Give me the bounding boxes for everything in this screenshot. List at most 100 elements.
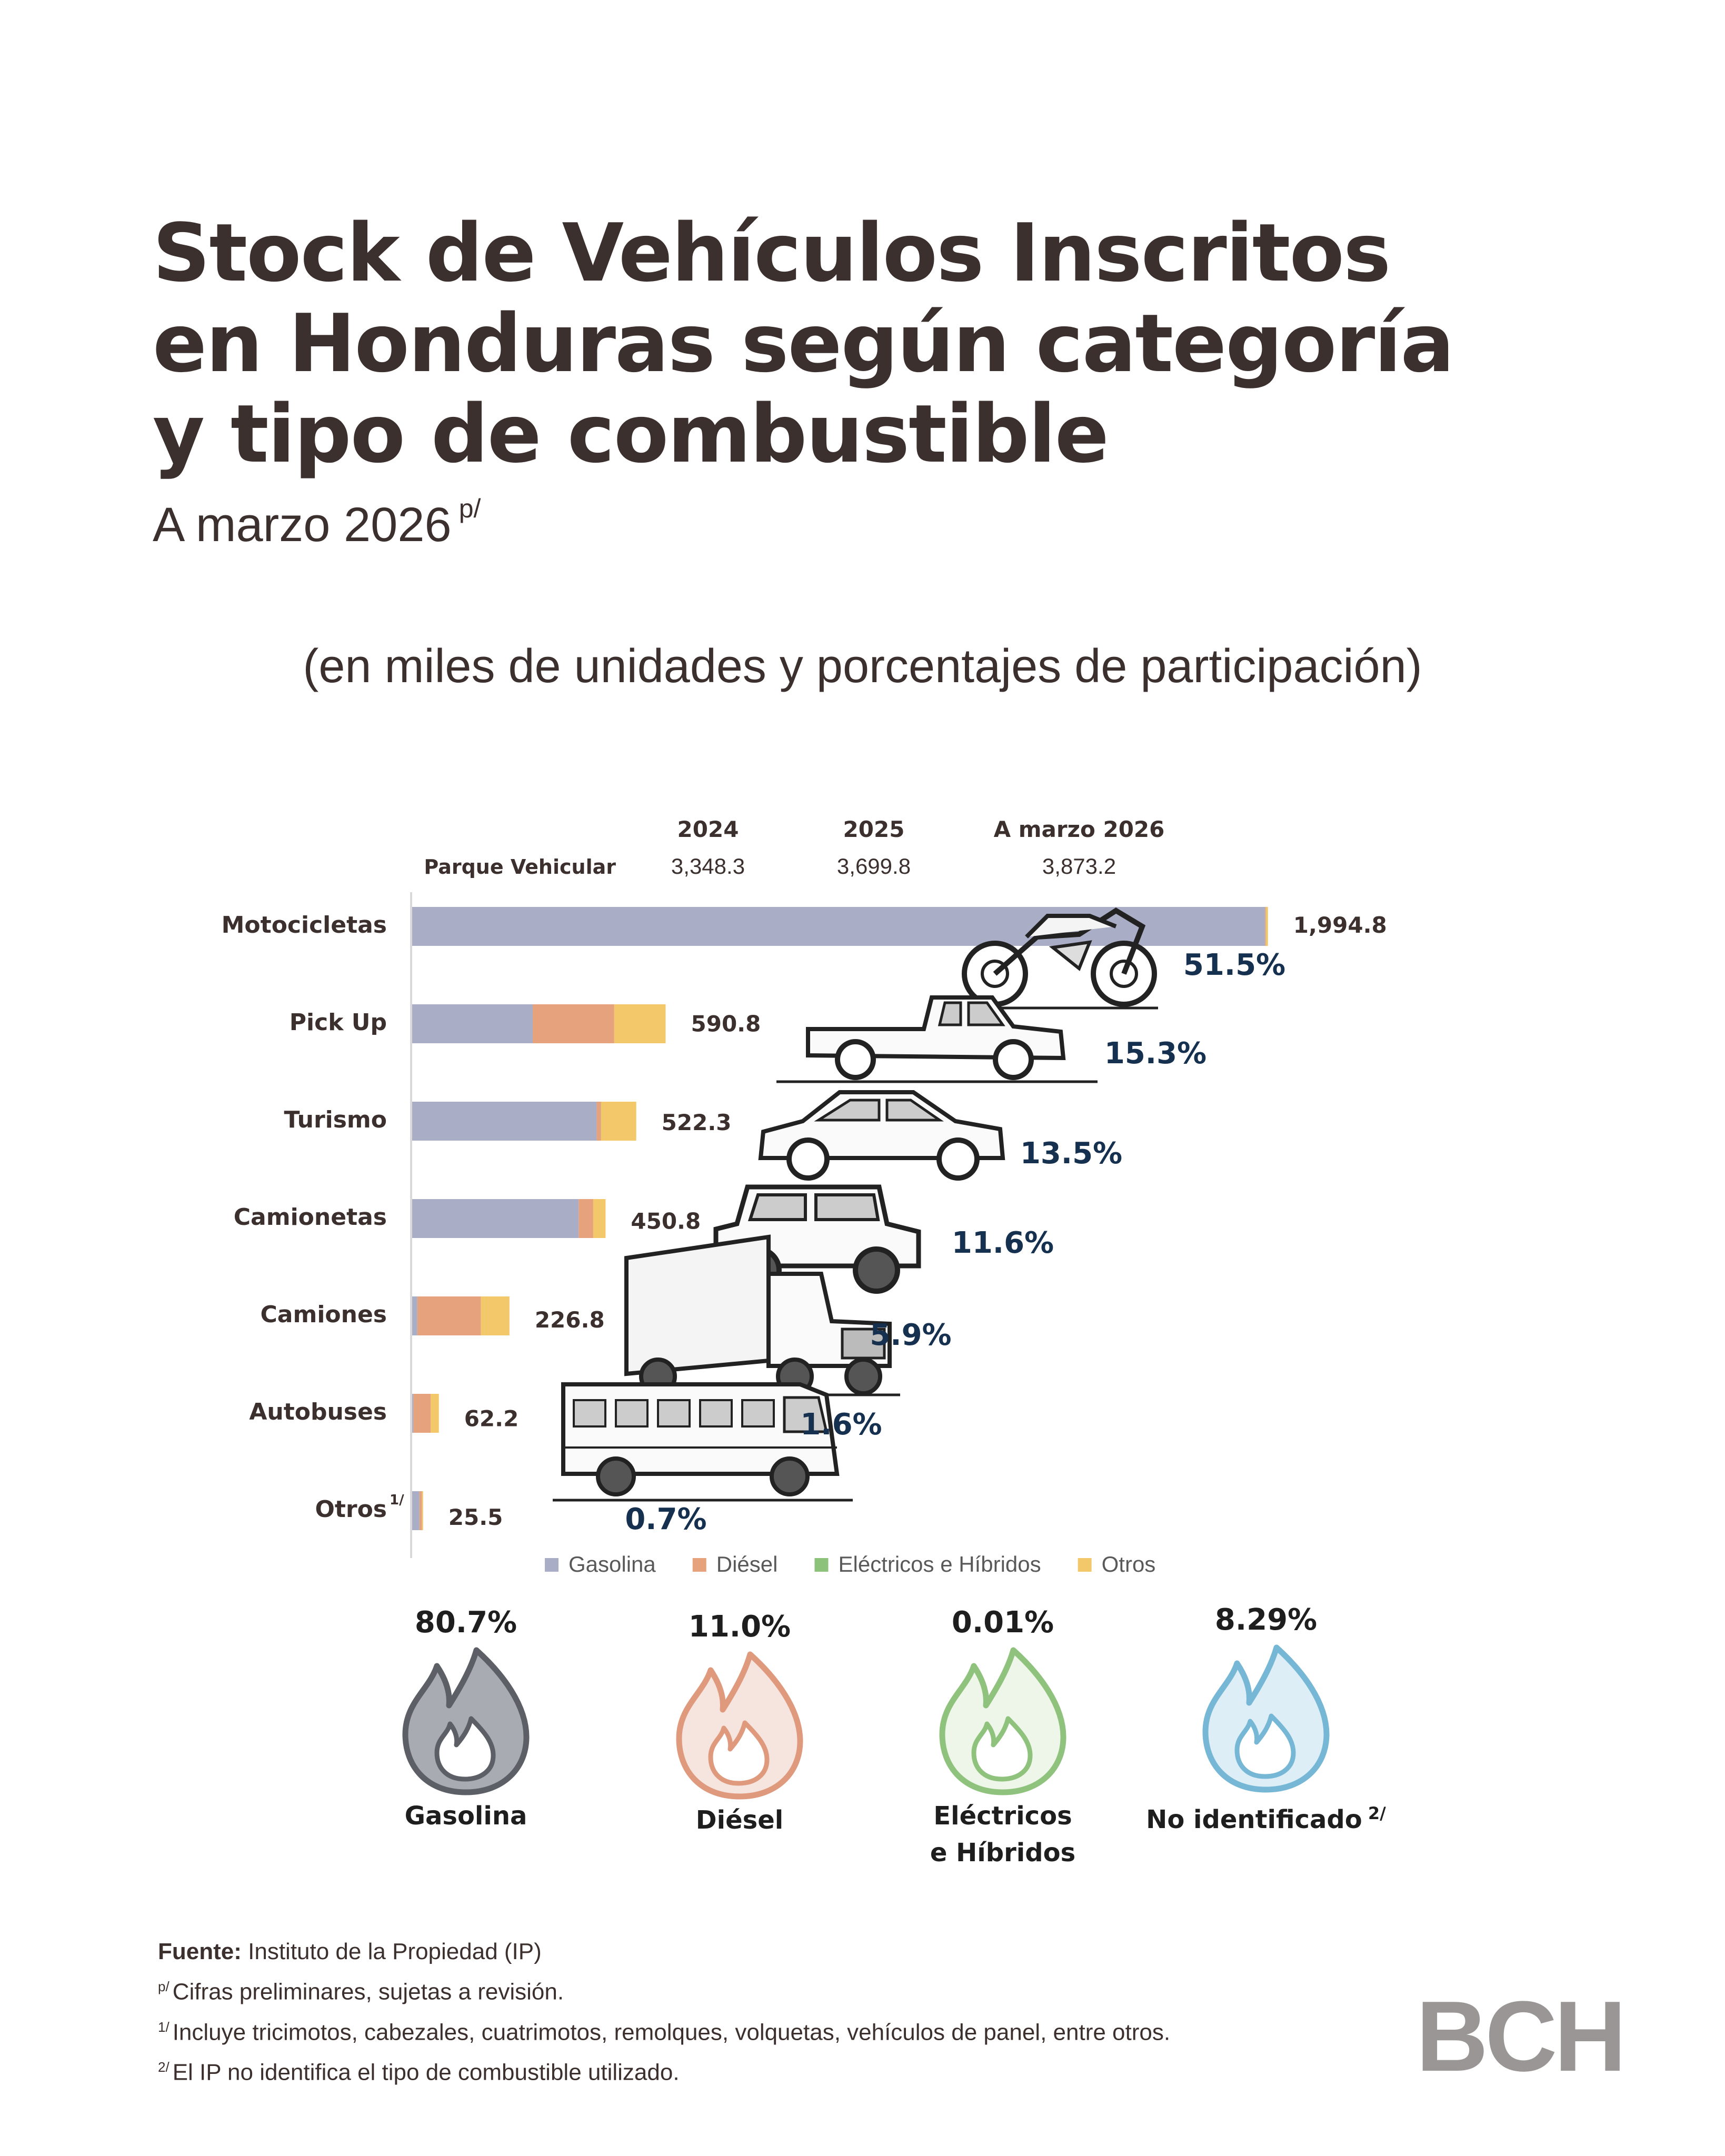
footnote-2-mark: 2/ <box>158 2059 169 2075</box>
fuel-name: Eléctricos e Híbridos <box>866 1798 1140 1871</box>
park-total-a-marzo-2026: 3,873.2 <box>1042 854 1116 879</box>
bar-motocicletas-otros <box>1266 907 1268 946</box>
fuel-name-line: No identificado 2/ <box>1146 1803 1386 1834</box>
footnote-p-text: Cifras preliminares, sujetas a revisión. <box>172 1979 564 2005</box>
legend-swatch-gasolina <box>545 1558 559 1572</box>
legend-swatch-otros <box>1078 1558 1092 1572</box>
fuel-no-identificado: 8.29% No identificado 2/ <box>1129 1603 1403 1838</box>
bar-turismo-diesel <box>596 1102 601 1141</box>
footnote-1: 1/Incluye tricimotos, cabezales, cuatrim… <box>158 2010 1170 2050</box>
share-label-camionetas: 11.6% <box>952 1226 1054 1260</box>
bar-turismo-otros <box>601 1102 636 1141</box>
bch-logo: BCH <box>1416 1981 1627 2092</box>
flame-inner <box>434 1716 496 1782</box>
fuel-electricos: 0.01% Eléctricos e Híbridos <box>866 1605 1140 1871</box>
bar-autobuses-gasolina <box>412 1394 414 1433</box>
footnote-2-text: El IP no identifica el tipo de combustib… <box>172 2059 680 2085</box>
fuel-name-mark: 2/ <box>1362 1803 1386 1823</box>
fuel-pct: 11.0% <box>688 1610 791 1644</box>
fuel-name: No identificado 2/ <box>1129 1795 1403 1838</box>
fuel-pct: 0.01% <box>951 1605 1054 1640</box>
bar-otros-diesel <box>419 1491 422 1530</box>
share-label-autobuses: 1.6% <box>800 1408 882 1442</box>
footnotes: Fuente: Instituto de la Propiedad (IP) p… <box>158 1934 1170 2090</box>
data-label-pick-up: 590.8 <box>691 1011 761 1037</box>
bar-turismo-gasolina <box>412 1102 597 1141</box>
subtitle-mark: p/ <box>458 494 481 523</box>
data-label-camionetas: 450.8 <box>631 1209 701 1234</box>
stacked-bar-chart: Parque Vehicular 2024 3,348.3 2025 3,699.8 A … <box>222 816 1387 1576</box>
flame-inner <box>1234 1713 1296 1779</box>
fuel-gasolina: 80.7% Gasolina <box>329 1605 603 1834</box>
park-label: Parque Vehicular <box>424 855 616 879</box>
category-mark-otros: 1/ <box>390 1492 404 1508</box>
fuel-name-line: Eléctricos <box>933 1801 1072 1831</box>
park-year-2025: 2025 <box>843 816 905 842</box>
park-year-a-marzo-2026: A marzo 2026 <box>994 816 1165 842</box>
park-total-2024: 3,348.3 <box>671 854 745 879</box>
source-line: Fuente: Instituto de la Propiedad (IP) <box>158 1934 1170 1969</box>
park-year-2024: 2024 <box>677 816 739 842</box>
units-note: (en miles de unidades y porcentajes de p… <box>303 640 1422 693</box>
pickup-icon <box>776 997 1098 1082</box>
fuel-name-line: Gasolina <box>404 1801 527 1831</box>
park-total-2025: 3,699.8 <box>837 854 911 879</box>
category-label-otros: Otros <box>315 1496 387 1523</box>
legend-label-gasolina: Gasolina <box>569 1552 656 1576</box>
bar-camionetas-otros <box>593 1199 606 1238</box>
bar-otros-gasolina <box>412 1491 420 1530</box>
flame-no-identificado-icon <box>1202 1644 1330 1793</box>
fuel-name: Diésel <box>603 1802 876 1839</box>
bar-camiones-diesel <box>417 1296 481 1335</box>
data-label-camiones: 226.8 <box>535 1307 605 1333</box>
page-title: Stock de Vehículos Inscritos en Honduras… <box>153 208 1574 480</box>
share-label-motocicletas: 51.5% <box>1183 948 1285 982</box>
bar-otros-otros <box>422 1491 423 1530</box>
title-line-2: en Honduras según categoría <box>153 297 1454 390</box>
bar-camiones-gasolina <box>412 1296 417 1335</box>
subtitle: A marzo 2026 p/ <box>153 494 481 553</box>
legend-swatch-electricos-e-hibridos <box>814 1558 829 1572</box>
flame-diesel-icon <box>676 1651 803 1800</box>
bar-pick-up-diesel <box>533 1004 614 1043</box>
category-label-camionetas: Camionetas <box>234 1204 387 1231</box>
data-label-autobuses: 62.2 <box>464 1406 519 1432</box>
legend-label-diesel: Diésel <box>716 1552 778 1576</box>
share-label-camiones: 5.9% <box>870 1318 951 1352</box>
fuel-name-line: e Híbridos <box>930 1838 1076 1868</box>
sedan-icon <box>761 1092 1003 1178</box>
source-label: Fuente: <box>158 1939 242 1964</box>
legend-label-electricos-e-hibridos: Eléctricos e Híbridos <box>838 1552 1041 1576</box>
flame-inner <box>708 1720 770 1786</box>
category-label-autobuses: Autobuses <box>249 1399 387 1425</box>
category-label-motocicletas: Motocicletas <box>222 912 387 939</box>
bus-icon <box>553 1384 853 1500</box>
data-label-motocicletas: 1,994.8 <box>1293 912 1387 938</box>
fuel-name: Gasolina <box>329 1798 603 1834</box>
fuel-diesel: 11.0% Diésel <box>603 1610 876 1839</box>
subtitle-text: A marzo 2026 <box>153 498 452 552</box>
flame-electricos-icon <box>939 1647 1066 1795</box>
fuel-pct: 8.29% <box>1214 1603 1318 1637</box>
share-label-pick-up: 15.3% <box>1104 1036 1206 1071</box>
title-line-3: y tipo de combustible <box>153 387 1109 481</box>
bar-camionetas-gasolina <box>412 1199 579 1238</box>
bar-motocicletas-diesel <box>1265 907 1266 946</box>
legend-label-otros: Otros <box>1102 1552 1156 1576</box>
data-label-turismo: 522.3 <box>662 1110 732 1135</box>
footnote-p-mark: p/ <box>158 1979 169 1994</box>
category-label-camiones: Camiones <box>261 1301 387 1328</box>
fuel-name-line: Diésel <box>695 1805 784 1835</box>
category-label-pick-up: Pick Up <box>290 1009 387 1036</box>
bar-autobuses-diesel <box>413 1394 431 1433</box>
flame-inner <box>971 1716 1033 1782</box>
bar-camiones-otros <box>481 1296 510 1335</box>
bar-autobuses-otros <box>431 1394 439 1433</box>
share-label-turismo: 13.5% <box>1020 1136 1122 1171</box>
source-text: Instituto de la Propiedad (IP) <box>248 1939 542 1964</box>
footnote-1-text: Incluye tricimotos, cabezales, cuatrimot… <box>172 2019 1171 2045</box>
footnote-p: p/Cifras preliminares, sujetas a revisió… <box>158 1969 1170 2010</box>
footnote-1-mark: 1/ <box>158 2019 169 2035</box>
flame-gasolina-icon <box>402 1647 530 1795</box>
share-label-otros: 0.7% <box>625 1502 706 1536</box>
